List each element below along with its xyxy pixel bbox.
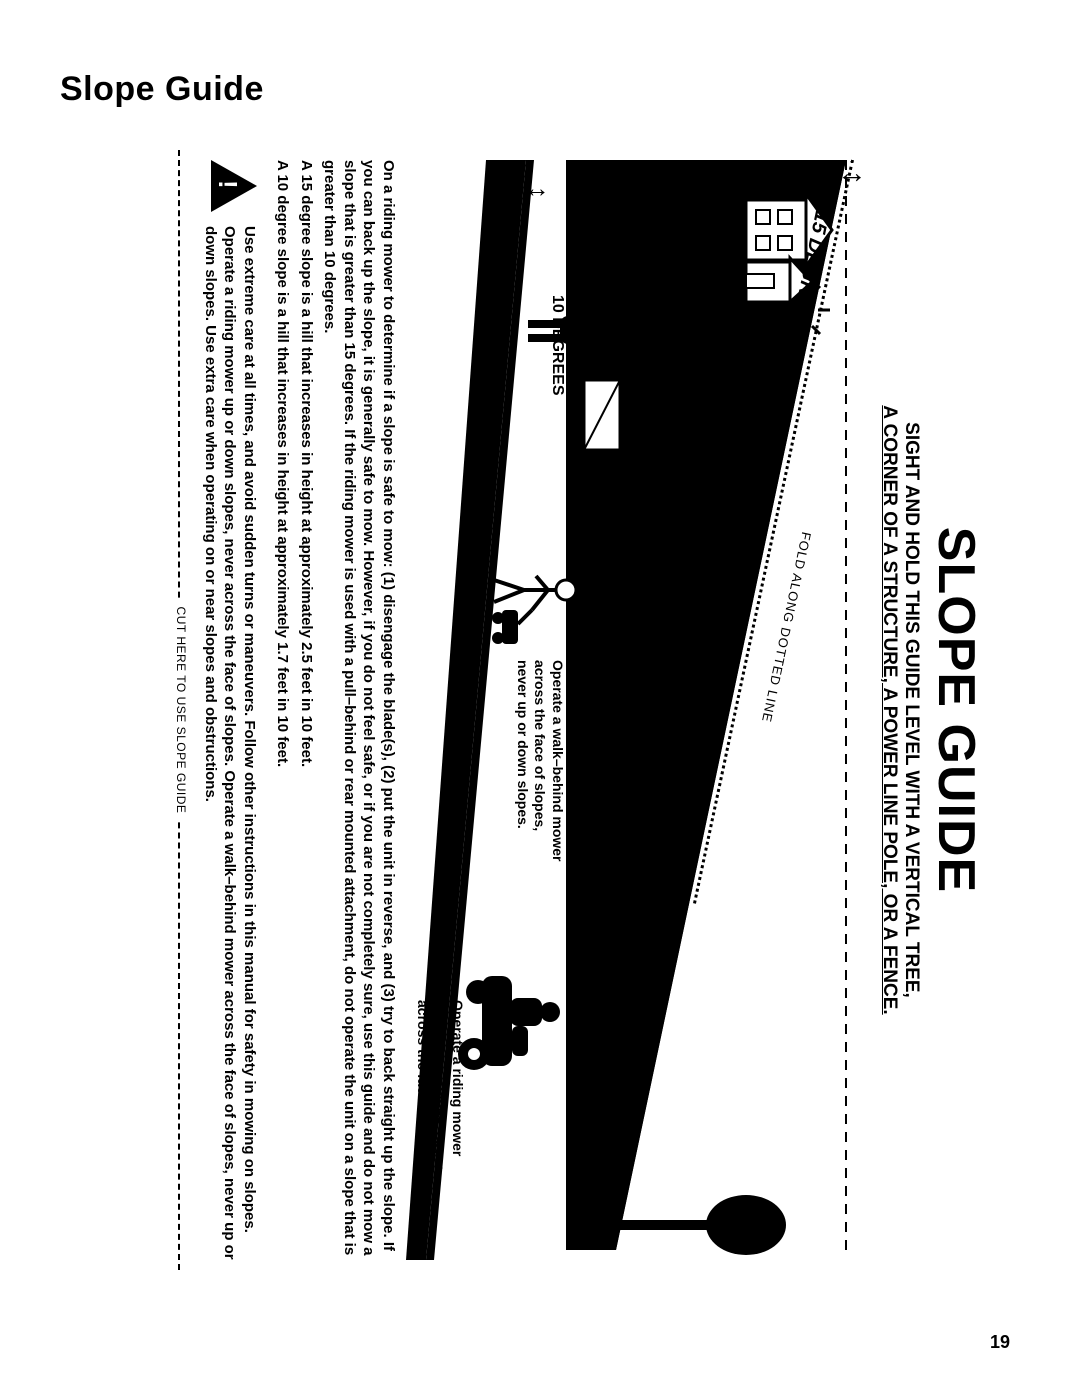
cut-label: CUT HERE TO USE SLOPE GUIDE (175, 599, 189, 822)
rotated-content: SLOPE GUIDE SIGHT AND HOLD THIS GUIDE LE… (90, 130, 990, 1290)
fifteen-degree-label-lower: 15 DEGREES (460, 560, 478, 660)
svg-text:↕: ↕ (472, 520, 502, 533)
paragraph-2: A 15 degree slope is a hill that increas… (297, 160, 317, 1260)
walk-behind-caption: Operate a walk–behind mower across the f… (514, 660, 567, 890)
riding-caption: Operate a riding mower up or down slopes… (414, 1000, 467, 1230)
page-number: 19 (990, 1332, 1010, 1353)
instruction-text: On a riding mower to determine if a slop… (273, 160, 398, 1260)
paragraph-3: A 10 degree slope is a hill that increas… (273, 160, 293, 1260)
page-heading: Slope Guide (60, 70, 1020, 109)
cut-line: CUT HERE TO USE SLOPE GUIDE (179, 150, 181, 1270)
slope-diagram: ↕ FOLD ALONG DOTTED LINE 15 DEGREES (406, 160, 866, 1260)
warning-icon (211, 160, 257, 212)
warning-block: Use extreme care at all times, and avoid… (201, 160, 260, 1260)
ten-degree-label: 10 DEGREES (548, 295, 566, 395)
arrow-up-icon: ↕ (836, 170, 870, 185)
subtitle-line-1: SIGHT AND HOLD THIS GUIDE LEVEL WITH A V… (900, 130, 922, 1290)
paragraph-1: On a riding mower to determine if a slop… (320, 160, 398, 1260)
slope-guide-title: SLOPE GUIDE (926, 130, 986, 1290)
warning-text: Use extreme care at all times, and avoid… (201, 226, 260, 1260)
page: Slope Guide SLOPE GUIDE SIGHT AND HOLD T… (0, 0, 1080, 1397)
subtitle-line-2: A CORNER OF A STRUCTURE, A POWER LINE PO… (878, 130, 900, 1290)
svg-text:↕: ↕ (524, 186, 554, 199)
